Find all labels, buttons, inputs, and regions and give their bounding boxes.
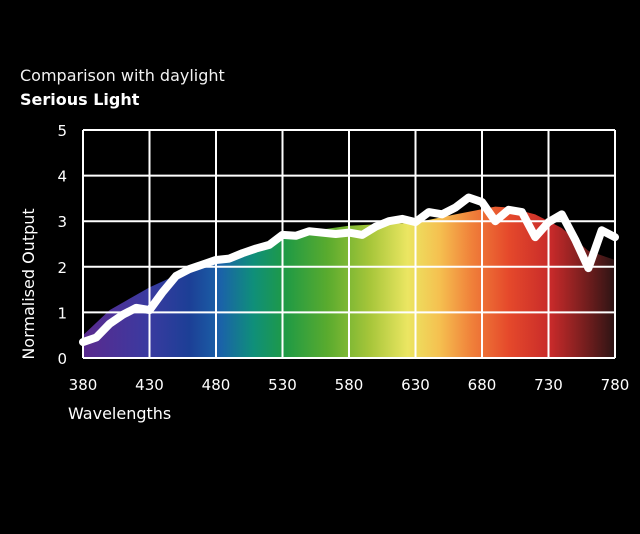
daylight-line bbox=[79, 193, 619, 347]
x-tick-label-480: 480 bbox=[202, 376, 231, 394]
x-tick-label-630: 630 bbox=[401, 376, 430, 394]
x-tick-label-680: 680 bbox=[468, 376, 497, 394]
chart-subtitle: Serious Light bbox=[20, 90, 140, 109]
chart-title: Comparison with daylight bbox=[20, 66, 225, 85]
x-tick-label-430: 430 bbox=[135, 376, 164, 394]
y-tick-label-3: 3 bbox=[57, 213, 67, 231]
y-tick-label-1: 1 bbox=[57, 304, 67, 322]
y-tick-label-2: 2 bbox=[57, 259, 67, 277]
x-tick-label-780: 780 bbox=[601, 376, 630, 394]
x-tick-label-380: 380 bbox=[69, 376, 98, 394]
y-tick-label-0: 0 bbox=[57, 350, 67, 368]
daylight-line-layer bbox=[79, 193, 619, 347]
axes: 380 430 480 530 580 630 680 730 780 0 1 2 3 4 5 bbox=[57, 122, 629, 394]
x-axis-label: Wavelengths bbox=[68, 404, 171, 423]
x-tick-label-730: 730 bbox=[534, 376, 563, 394]
x-tick-label-580: 580 bbox=[335, 376, 364, 394]
y-axis-label: Normalised Output bbox=[19, 208, 38, 359]
x-tick-label-530: 530 bbox=[268, 376, 297, 394]
y-tick-label-5: 5 bbox=[57, 122, 67, 140]
y-tick-label-4: 4 bbox=[57, 168, 67, 186]
